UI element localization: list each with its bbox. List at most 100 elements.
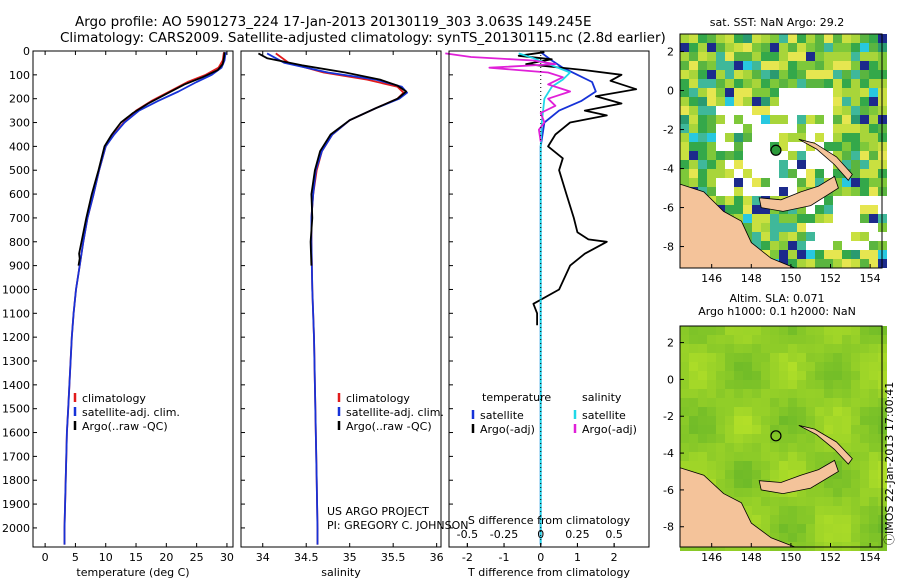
sst-cell bbox=[824, 52, 833, 61]
sla-cell bbox=[851, 407, 860, 416]
sst-cell bbox=[743, 151, 752, 160]
sst-cell bbox=[743, 223, 752, 232]
sst-cell bbox=[842, 178, 851, 187]
sst-cell bbox=[770, 187, 779, 196]
sst-cell bbox=[734, 205, 743, 214]
sla-cell bbox=[815, 452, 824, 461]
sla-cell bbox=[851, 515, 860, 524]
sst-cell bbox=[779, 106, 788, 115]
sla-cell bbox=[716, 353, 725, 362]
sla-cell bbox=[752, 488, 761, 497]
sst-cell bbox=[716, 169, 725, 178]
sla-cell bbox=[752, 470, 761, 479]
sla-cell bbox=[842, 326, 851, 335]
sla-cell bbox=[842, 389, 851, 398]
sla-cell bbox=[761, 506, 770, 515]
legend-label: Argo(-adj) bbox=[480, 423, 535, 436]
sst-cell bbox=[752, 151, 761, 160]
sst-cell bbox=[716, 106, 725, 115]
sst-cell bbox=[797, 61, 806, 70]
sst-cell bbox=[716, 43, 725, 52]
sst-cell bbox=[833, 169, 842, 178]
series-line-1-1 bbox=[266, 52, 409, 545]
sst-cell bbox=[770, 61, 779, 70]
sst-cell bbox=[689, 61, 698, 70]
sla-cell bbox=[851, 479, 860, 488]
sst-cell bbox=[860, 34, 869, 43]
sst-cell bbox=[851, 115, 860, 124]
sst-cell bbox=[698, 52, 707, 61]
map-frame bbox=[679, 33, 883, 269]
sst-cell bbox=[743, 178, 752, 187]
sst-cell bbox=[797, 151, 806, 160]
sst-cell bbox=[806, 133, 815, 142]
sst-cell bbox=[833, 142, 842, 151]
sst-cell bbox=[779, 97, 788, 106]
sst-cell bbox=[860, 259, 869, 268]
sla-cell bbox=[770, 533, 779, 542]
y-tick-label: 800 bbox=[9, 236, 30, 249]
sla-cell bbox=[779, 533, 788, 542]
sla-cell bbox=[851, 344, 860, 353]
sla-cell bbox=[824, 344, 833, 353]
sst-cell bbox=[869, 70, 878, 79]
sst-cell bbox=[815, 205, 824, 214]
sla-cell bbox=[824, 362, 833, 371]
sst-cell bbox=[743, 61, 752, 70]
x-axis-label: salinity bbox=[321, 566, 361, 579]
sla-cell bbox=[779, 362, 788, 371]
sst-cell bbox=[734, 70, 743, 79]
sla-cell bbox=[824, 515, 833, 524]
sst-cell bbox=[734, 178, 743, 187]
sst-cell bbox=[860, 79, 869, 88]
sla-cell bbox=[689, 461, 698, 470]
map-y-tick-label: -4 bbox=[663, 447, 674, 460]
sst-cell bbox=[698, 124, 707, 133]
sla-cell bbox=[788, 398, 797, 407]
sla-cell bbox=[869, 335, 878, 344]
sst-cell bbox=[815, 133, 824, 142]
sla-cell bbox=[761, 380, 770, 389]
sla-cell bbox=[806, 362, 815, 371]
sla-cell bbox=[833, 353, 842, 362]
sst-cell bbox=[824, 169, 833, 178]
map-y-tick-label: -8 bbox=[663, 521, 674, 534]
sla-cell bbox=[734, 398, 743, 407]
sst-cell bbox=[770, 133, 779, 142]
sst-cell bbox=[833, 178, 842, 187]
sst-cell bbox=[788, 142, 797, 151]
x2-tick-label: 0.25 bbox=[565, 528, 590, 541]
sst-cell bbox=[707, 160, 716, 169]
sst-cell bbox=[761, 232, 770, 241]
sst-cell bbox=[806, 34, 815, 43]
sst-cell bbox=[680, 124, 689, 133]
sla-cell bbox=[752, 506, 761, 515]
sla-cell bbox=[743, 425, 752, 434]
sst-cell bbox=[779, 115, 788, 124]
sla-cell bbox=[851, 533, 860, 542]
sla-cell bbox=[770, 515, 779, 524]
sla-cell bbox=[743, 353, 752, 362]
sla-cell bbox=[842, 506, 851, 515]
sla-cell bbox=[797, 488, 806, 497]
map-x-tick-label: 148 bbox=[741, 551, 762, 564]
sst-cell bbox=[788, 52, 797, 61]
sst-cell bbox=[770, 34, 779, 43]
sst-cell bbox=[806, 124, 815, 133]
sst-cell bbox=[842, 61, 851, 70]
sla-cell bbox=[779, 506, 788, 515]
sst-cell bbox=[815, 178, 824, 187]
sst-cell bbox=[725, 187, 734, 196]
sst-cell bbox=[860, 178, 869, 187]
sst-cell bbox=[734, 79, 743, 88]
map-x-tick-label: 152 bbox=[820, 272, 841, 285]
sla-cell bbox=[788, 452, 797, 461]
sst-cell bbox=[788, 214, 797, 223]
sla-cell bbox=[743, 506, 752, 515]
sla-cell bbox=[860, 362, 869, 371]
sst-cell bbox=[833, 205, 842, 214]
sla-cell bbox=[842, 398, 851, 407]
sla-cell bbox=[797, 353, 806, 362]
sst-cell bbox=[779, 151, 788, 160]
sst-cell bbox=[797, 43, 806, 52]
